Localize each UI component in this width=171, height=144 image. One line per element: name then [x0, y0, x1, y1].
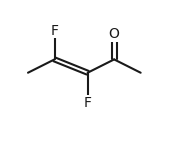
Text: F: F [50, 24, 58, 38]
Text: F: F [84, 96, 92, 110]
Text: O: O [109, 27, 120, 41]
